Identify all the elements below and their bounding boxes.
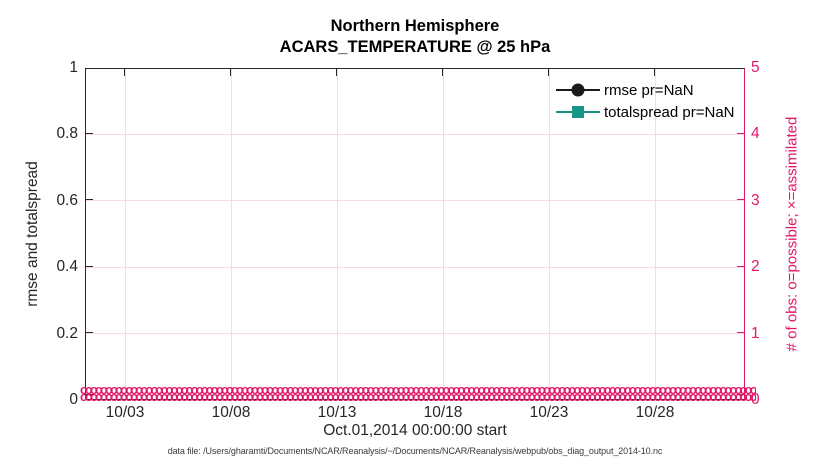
legend-label-totalspread: totalspread pr=NaN xyxy=(604,103,735,121)
x-tick-label: 10/08 xyxy=(211,404,251,421)
top-tick xyxy=(124,69,126,76)
left-tick xyxy=(86,199,93,201)
x-tick-label: 10/03 xyxy=(105,404,145,421)
top-tick xyxy=(548,69,550,76)
top-tick xyxy=(442,69,444,76)
x-tick-label: 10/23 xyxy=(529,404,569,421)
vertical-gridline xyxy=(231,69,232,399)
x-tick-label: 10/28 xyxy=(635,404,675,421)
obs-marker-row: oooooooooooooooooooooooooooooooooooooooo… xyxy=(80,384,756,397)
rmse-circle-marker-icon xyxy=(571,83,585,97)
right-tick xyxy=(737,332,744,334)
left-tick xyxy=(86,266,93,268)
horizontal-gridline xyxy=(86,333,744,334)
right-tick xyxy=(737,394,744,396)
left-y-axis-label: rmse and totalspread xyxy=(24,161,41,307)
y-tick-label-right: 0 xyxy=(751,391,760,408)
y-tick-label-left: 0.2 xyxy=(56,325,78,342)
legend-item-totalspread: totalspread pr=NaN xyxy=(556,101,735,123)
y-tick-label-right: 2 xyxy=(751,258,760,275)
y-tick-label-left: 0.8 xyxy=(56,125,78,142)
totalspread-square-marker-icon xyxy=(572,106,584,118)
vertical-gridline xyxy=(125,69,126,399)
vertical-gridline xyxy=(337,69,338,399)
data-file-caption: data file: /Users/gharamti/Documents/NCA… xyxy=(167,446,663,456)
horizontal-gridline xyxy=(86,134,744,135)
top-tick xyxy=(230,69,232,76)
left-tick xyxy=(86,332,93,334)
y-tick-label-left: 1 xyxy=(69,59,78,76)
title-line-2: ACARS_TEMPERATURE @ 25 hPa xyxy=(279,38,551,56)
legend-label-rmse: rmse pr=NaN xyxy=(604,81,694,99)
y-tick-label-left: 0.6 xyxy=(56,192,78,209)
x-tick-label: 10/18 xyxy=(423,404,463,421)
right-y-axis-label: # of obs: o=possible; ×=assimilated xyxy=(783,116,801,352)
x-tick-label: 10/13 xyxy=(317,404,357,421)
vertical-gridline xyxy=(655,69,656,399)
title-line-1: Northern Hemisphere xyxy=(330,17,500,35)
y-tick-label-left: 0.4 xyxy=(56,258,78,275)
legend: rmse pr=NaN totalspread pr=NaN xyxy=(556,79,735,123)
y-tick-label-right: 3 xyxy=(751,192,760,209)
rmse-line-sample xyxy=(556,83,600,97)
y-tick-label-right: 4 xyxy=(751,125,760,142)
left-tick xyxy=(86,133,93,135)
legend-item-rmse: rmse pr=NaN xyxy=(556,79,735,101)
right-tick xyxy=(737,133,744,135)
horizontal-gridline xyxy=(86,267,744,268)
obs-marker-row: oooooooooooooooooooooooooooooooooooooooo… xyxy=(80,391,756,404)
top-tick xyxy=(654,69,656,76)
chart-title: Northern Hemisphere ACARS_TEMPERATURE @ … xyxy=(0,16,830,58)
totalspread-line-sample xyxy=(556,106,600,118)
right-tick xyxy=(737,266,744,268)
right-tick xyxy=(737,199,744,201)
top-tick xyxy=(336,69,338,76)
vertical-gridline xyxy=(443,69,444,399)
y-tick-label-right: 1 xyxy=(751,325,760,342)
horizontal-gridline xyxy=(86,200,744,201)
x-axis-label: Oct.01,2014 00:00:00 start xyxy=(323,422,507,439)
plot-area xyxy=(85,68,745,400)
vertical-gridline xyxy=(549,69,550,399)
y-tick-label-left: 0 xyxy=(69,391,78,408)
y-tick-label-right: 5 xyxy=(751,59,760,76)
left-tick xyxy=(86,394,93,396)
